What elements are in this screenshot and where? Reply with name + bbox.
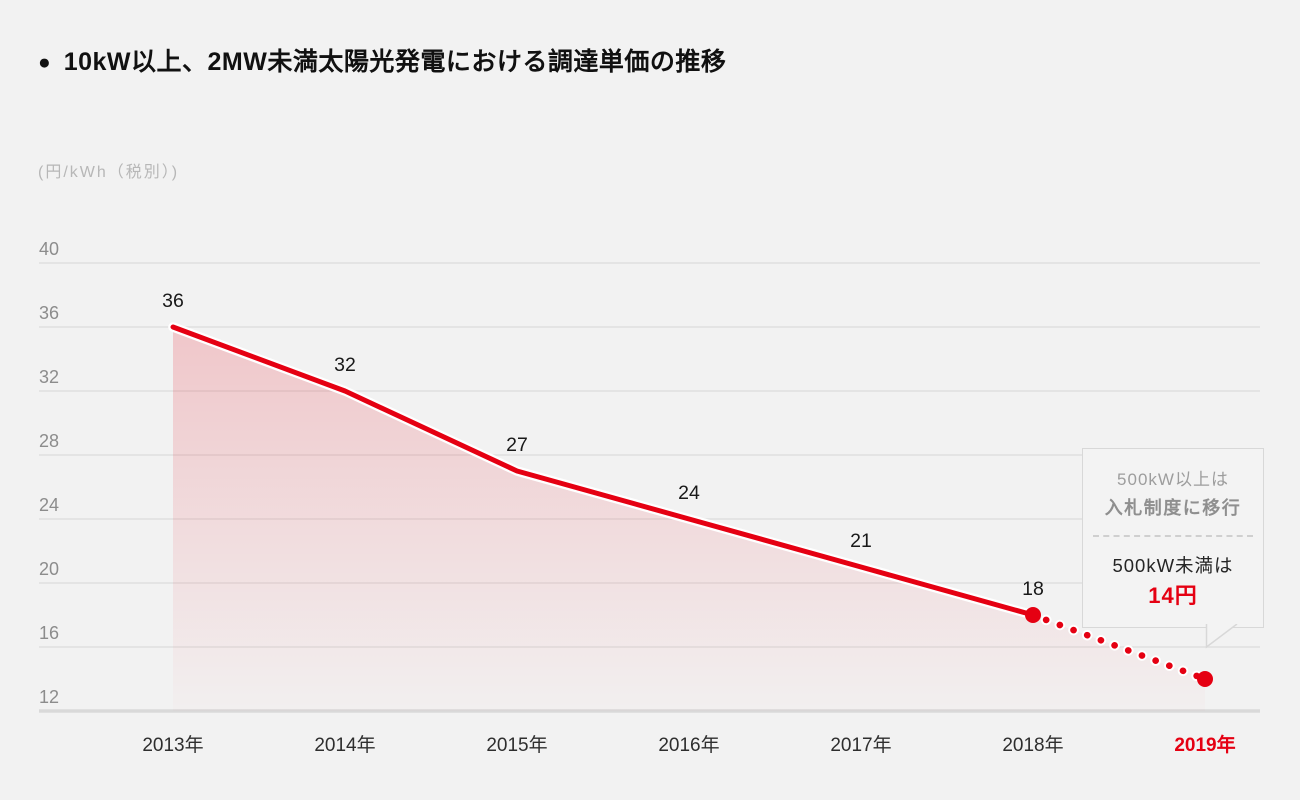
value-label: 27 [506, 434, 528, 456]
x-tick-label: 2014年 [314, 735, 376, 756]
y-tick-label: 12 [39, 687, 60, 707]
value-label: 18 [1022, 578, 1044, 600]
page-title: ● 10kW以上、2MW未満太陽光発電における調達単価の推移 [38, 47, 726, 77]
y-axis-unit-label: (円/kWh（税別）) [38, 164, 180, 181]
x-tick-label: 2013年 [142, 735, 204, 756]
callout-tail-icon [1205, 624, 1238, 649]
callout-bottom-line1: 500kW未満は [1112, 555, 1234, 576]
y-tick-label: 24 [39, 495, 60, 515]
x-tick-label: 2019年 [1174, 735, 1236, 756]
data-point-marker [1025, 607, 1041, 623]
y-tick-label: 40 [39, 239, 60, 259]
y-tick-label: 36 [39, 303, 60, 323]
callout-top-line1: 500kW以上は [1117, 470, 1229, 489]
value-label: 32 [334, 354, 356, 376]
data-point-marker [1197, 671, 1213, 687]
y-tick-label: 20 [39, 559, 60, 579]
page-title-text: 10kW以上、2MW未満太陽光発電における調達単価の推移 [63, 48, 727, 76]
y-tick-label: 28 [39, 431, 60, 451]
y-tick-label: 16 [39, 623, 60, 643]
dotted-price-line [1029, 611, 1209, 683]
y-tick-label: 32 [39, 367, 60, 387]
callout-bottom-value: 14円 [1148, 583, 1198, 608]
callout-divider [1093, 535, 1253, 537]
callout-top-line2: 入札制度に移行 [1104, 498, 1242, 518]
value-label: 36 [162, 290, 184, 312]
price-line [170, 324, 1036, 618]
value-label: 21 [850, 530, 872, 552]
callout-bubble: 500kW以上は 入札制度に移行 500kW未満は 14円 [1082, 448, 1264, 649]
x-tick-label: 2015年 [486, 735, 548, 756]
bullet-icon: ● [38, 50, 51, 74]
x-tick-label: 2017年 [830, 735, 892, 756]
value-label: 24 [678, 482, 700, 504]
x-tick-label: 2016年 [658, 735, 720, 756]
x-tick-label: 2018年 [1002, 735, 1064, 756]
